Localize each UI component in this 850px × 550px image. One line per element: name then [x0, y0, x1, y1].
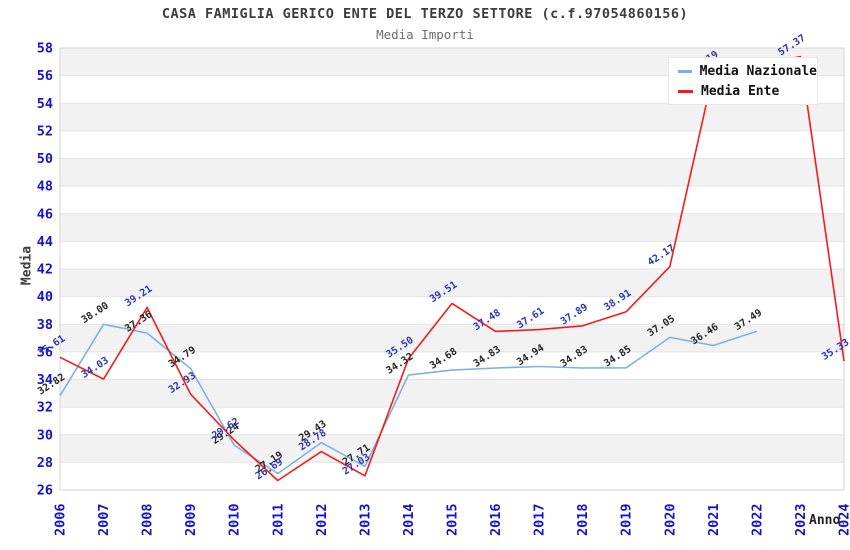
svg-text:2010: 2010	[227, 503, 243, 536]
svg-text:2018: 2018	[575, 503, 591, 536]
legend-item-media-nazionale: Media Nazionale	[678, 64, 817, 79]
svg-text:37.89: 37.89	[559, 302, 590, 328]
legend: Media Nazionale Media Ente	[668, 57, 818, 105]
svg-text:48: 48	[37, 179, 53, 195]
svg-text:2024: 2024	[837, 503, 850, 536]
svg-text:26: 26	[37, 483, 53, 499]
svg-text:2013: 2013	[357, 503, 373, 536]
svg-text:2011: 2011	[270, 503, 286, 536]
svg-text:2015: 2015	[445, 503, 461, 536]
svg-text:2014: 2014	[401, 503, 417, 536]
legend-label-ente: Media Ente	[701, 83, 780, 99]
svg-text:54: 54	[37, 96, 53, 112]
svg-text:50: 50	[37, 151, 53, 167]
ente-line-swatch	[678, 89, 693, 93]
svg-text:2016: 2016	[488, 503, 504, 536]
nazionale-line-swatch	[678, 69, 692, 73]
series-line-media-ente	[59, 55, 845, 482]
plot-bands	[60, 48, 844, 463]
svg-text:2008: 2008	[140, 503, 156, 536]
y-axis-gridlines	[60, 47, 844, 491]
legend-label-nazionale: Media Nazionale	[699, 63, 817, 79]
y-axis-tick-labels: 26 28 30 32 34 36 38 40 42 44 46 48 50 52 54 56 58	[37, 41, 53, 499]
svg-text:28: 28	[37, 455, 53, 471]
svg-text:38.00: 38.00	[80, 300, 111, 326]
svg-text:2017: 2017	[532, 503, 548, 536]
svg-text:36: 36	[37, 344, 53, 360]
legend-item-media-ente: Media Ente	[678, 84, 817, 99]
svg-text:2020: 2020	[662, 503, 678, 536]
series-line-media-nazionale	[59, 323, 758, 475]
svg-text:40: 40	[37, 289, 53, 305]
svg-text:32: 32	[37, 400, 53, 416]
svg-text:46: 46	[37, 206, 53, 222]
svg-text:2019: 2019	[619, 503, 635, 536]
svg-text:2007: 2007	[96, 503, 112, 536]
svg-text:42: 42	[37, 262, 53, 278]
svg-text:52: 52	[37, 123, 53, 139]
x-axis-tick-labels: 2006 2007 2008 2009 2010 2011 2012 2013 2014 2015…	[53, 503, 850, 536]
svg-text:56: 56	[37, 68, 53, 84]
svg-text:2022: 2022	[749, 503, 765, 536]
chart-title: CASA FAMIGLIA GERICO ENTE DEL TERZO SETT…	[161, 6, 689, 22]
y-axis-title: Media	[19, 245, 35, 286]
svg-text:30: 30	[37, 427, 53, 443]
svg-text:38: 38	[37, 317, 53, 333]
svg-text:58: 58	[37, 41, 53, 57]
x-axis-title: Anno	[809, 513, 841, 528]
svg-text:34.03: 34.03	[80, 355, 111, 381]
svg-text:2012: 2012	[314, 503, 330, 536]
svg-text:2023: 2023	[793, 503, 809, 536]
svg-text:34: 34	[37, 372, 53, 388]
svg-text:2021: 2021	[706, 503, 722, 536]
svg-text:2009: 2009	[183, 503, 199, 536]
svg-text:2006: 2006	[53, 503, 69, 536]
plot-border	[59, 47, 845, 491]
svg-text:44: 44	[37, 234, 53, 250]
chart-subtitle: Media Importi	[376, 27, 474, 42]
